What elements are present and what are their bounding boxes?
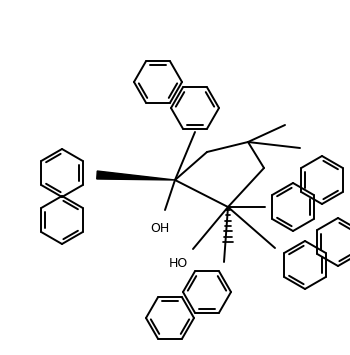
Text: HO: HO	[168, 257, 188, 270]
Text: OH: OH	[150, 222, 170, 235]
Polygon shape	[97, 171, 175, 180]
